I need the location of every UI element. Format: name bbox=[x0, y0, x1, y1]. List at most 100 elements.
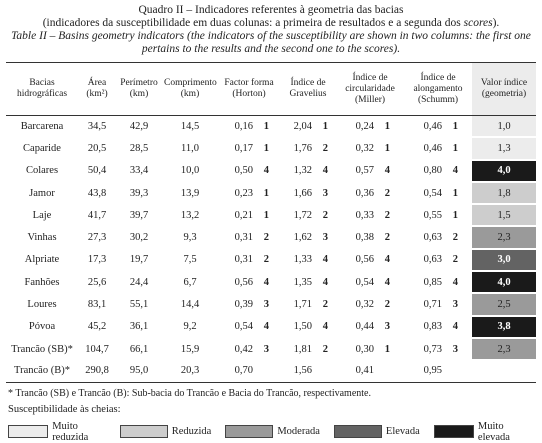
value-cell: 13,2 bbox=[180, 209, 200, 221]
basin-name: Colares bbox=[25, 165, 59, 177]
score-cell: 0,23 1 bbox=[218, 182, 280, 204]
score-value: 1 bbox=[322, 121, 328, 133]
basin-name: Caparide bbox=[23, 142, 61, 154]
score-value: 2 bbox=[452, 232, 458, 244]
result-value: 1,32 bbox=[293, 165, 312, 177]
score-value: 4 bbox=[452, 276, 458, 288]
score-value: 3 bbox=[263, 299, 269, 311]
result-value: 0,33 bbox=[355, 209, 374, 221]
value-cell: 20,5 bbox=[87, 142, 107, 154]
score-value: 4 bbox=[384, 276, 390, 288]
score-cell: 0,56 4 bbox=[336, 249, 404, 271]
score-value: 2 bbox=[263, 232, 269, 244]
score-cell: 0,70 bbox=[218, 360, 280, 382]
score-cell: 0,30 1 bbox=[336, 338, 404, 360]
value-cell: 50,4 bbox=[87, 165, 107, 177]
score-cell: 0,42 3 bbox=[218, 338, 280, 360]
table-row: Caparide 20,5 28,5 11,0 0,17 1 1,76 2 0,32 1 0,46 1… bbox=[6, 137, 536, 161]
result-value: 0,21 bbox=[234, 209, 253, 221]
value-cell: 55,1 bbox=[129, 299, 149, 311]
table-row: Fanhões 25,6 24,4 6,7 0,56 4 1,35 4 0,54 4 0,85 4 4,… bbox=[6, 271, 536, 295]
score-cell: 0,46 1 bbox=[404, 116, 472, 138]
value-cell: 9,3 bbox=[183, 232, 197, 244]
table-body: Barcarena 34,5 42,9 14,5 0,16 1 2,04 1 0,24 1 0,46… bbox=[6, 115, 536, 383]
column-header: Perímetro (km) bbox=[120, 78, 158, 99]
basin-name: Póvoa bbox=[28, 321, 56, 333]
score-cell: 0,17 1 bbox=[218, 137, 280, 159]
result-value: 1,50 bbox=[293, 321, 312, 333]
score-cell: 0,85 4 bbox=[404, 271, 472, 293]
legend-label: Moderada bbox=[277, 426, 320, 438]
legend-item: Elevada bbox=[333, 425, 420, 439]
score-cell: 0,63 2 bbox=[404, 249, 472, 271]
value-cell: 10,0 bbox=[180, 165, 200, 177]
legend-item: Muito elevada bbox=[433, 421, 528, 443]
score-value: 1 bbox=[452, 209, 458, 221]
result-value: 0,23 bbox=[234, 187, 253, 199]
score-cell: 0,57 4 bbox=[336, 160, 404, 182]
result-value: 0,71 bbox=[423, 299, 442, 311]
score-cell: 0,54 1 bbox=[404, 182, 472, 204]
result-value: 0,39 bbox=[234, 299, 253, 311]
table-row: Vinhas 27,3 30,2 9,3 0,31 2 1,62 3 0,38 2 0,63 2 2,3 bbox=[6, 226, 536, 250]
result-value: 0,57 bbox=[355, 165, 374, 177]
legend-item: Reduzida bbox=[119, 425, 211, 439]
score-cell: 1,81 2 bbox=[280, 338, 336, 360]
value-cell: 43,8 bbox=[87, 187, 107, 199]
value-cell: 33,4 bbox=[129, 165, 149, 177]
index-cell: 2,3 bbox=[472, 337, 536, 362]
score-cell: 0,32 1 bbox=[336, 137, 404, 159]
value-cell: 28,5 bbox=[129, 142, 149, 154]
result-value: 0,17 bbox=[234, 142, 253, 154]
score-value: 2 bbox=[384, 232, 390, 244]
value-cell: 20,3 bbox=[180, 365, 200, 377]
score-value: 1 bbox=[452, 142, 458, 154]
score-value: 2 bbox=[263, 254, 269, 266]
value-cell: 6,7 bbox=[183, 276, 197, 288]
score-cell: 0,80 4 bbox=[404, 160, 472, 182]
value-cell: 11,0 bbox=[181, 142, 199, 154]
result-value: 0,54 bbox=[423, 187, 442, 199]
value-cell: 24,4 bbox=[129, 276, 149, 288]
result-value: 0,54 bbox=[234, 321, 253, 333]
basin-name: Trancão (B)* bbox=[14, 365, 70, 377]
value-cell: 66,1 bbox=[129, 343, 149, 355]
score-cell: 0,83 4 bbox=[404, 316, 472, 338]
score-cell: 0,63 2 bbox=[404, 226, 472, 248]
result-value: 0,31 bbox=[234, 232, 253, 244]
score-value: 4 bbox=[384, 165, 390, 177]
table-row: Colares 50,4 33,4 10,0 0,50 4 1,32 4 0,57 4 0,80 4 4… bbox=[6, 159, 536, 183]
score-value: 4 bbox=[322, 254, 328, 266]
basin-name: Alpriate bbox=[24, 254, 60, 266]
result-value: 1,72 bbox=[293, 209, 312, 221]
score-value: 4 bbox=[452, 165, 458, 177]
value-cell: 83,1 bbox=[87, 299, 107, 311]
column-header: Valor índice (geometria) bbox=[472, 62, 536, 116]
column-header: Comprimento (km) bbox=[164, 78, 217, 99]
result-value: 0,24 bbox=[355, 121, 374, 133]
basin-name: Jamor bbox=[29, 187, 55, 199]
score-value: 2 bbox=[384, 209, 390, 221]
table-row: Jamor 43,8 39,3 13,9 0,23 1 1,66 3 0,36 2 0,54 1 1,8 bbox=[6, 181, 536, 206]
score-value: 1 bbox=[263, 187, 269, 199]
title-block: Quadro II – Indicadores referentes à geo… bbox=[0, 0, 542, 56]
result-value: 0,36 bbox=[355, 187, 374, 199]
legend-title: Susceptibilidade às cheias: bbox=[8, 403, 121, 415]
value-cell: 45,2 bbox=[87, 321, 107, 333]
score-value: 2 bbox=[322, 343, 328, 355]
result-value: 2,04 bbox=[293, 121, 312, 133]
column-header: Bacias hidrográficas bbox=[16, 78, 68, 99]
header-row: Bacias hidrográficas Área (km²) Perímetro … bbox=[6, 62, 536, 116]
result-value: 0,32 bbox=[355, 299, 374, 311]
index-cell: 4,0 bbox=[472, 271, 536, 295]
empty-cell bbox=[472, 360, 536, 382]
value-cell: 27,3 bbox=[87, 232, 107, 244]
result-value: 1,76 bbox=[293, 142, 312, 154]
score-cell: 0,46 1 bbox=[404, 137, 472, 159]
table-row: Loures 83,1 55,1 14,4 0,39 3 1,71 2 0,32 2 0,71 3 2,… bbox=[6, 293, 536, 317]
subtitle: (indicadores da susceptibilidade em duas… bbox=[0, 17, 542, 30]
result-value: 1,35 bbox=[293, 276, 312, 288]
value-cell: 15,9 bbox=[180, 343, 200, 355]
score-cell: 0,32 2 bbox=[336, 293, 404, 315]
